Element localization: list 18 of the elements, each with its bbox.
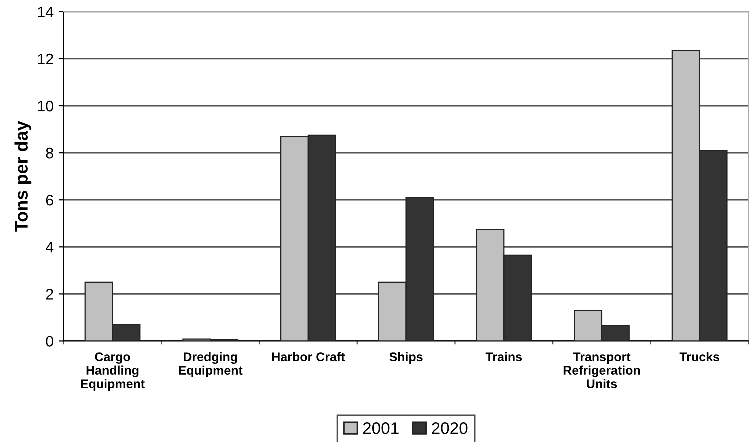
y-tick-label: 2 xyxy=(46,289,54,300)
x-tick-label: Trains xyxy=(486,352,522,362)
y-tick-label: 14 xyxy=(38,6,54,18)
y-tick-label: 10 xyxy=(38,100,54,112)
x-tick-label: Transport Refrigeration Units xyxy=(564,352,640,388)
legend-label: 2020 xyxy=(432,422,468,434)
x-tick-label: Cargo Handling Equipment xyxy=(81,352,145,391)
y-tick-label: 4 xyxy=(46,242,54,253)
legend-label: 2001 xyxy=(363,422,399,434)
y-tick-label: 6 xyxy=(46,194,54,206)
y-tick-label: 12 xyxy=(38,54,54,65)
y-tick-label: 8 xyxy=(46,148,54,159)
x-tick-label: Ships xyxy=(390,352,423,364)
x-tick-label: Trucks xyxy=(680,352,720,362)
x-tick-label: Dredging Equipment xyxy=(179,352,243,378)
x-tick-label: Harbor Craft xyxy=(272,352,346,362)
y-tick-label: 0 xyxy=(46,336,54,347)
y-axis-title: Tons per day xyxy=(14,121,32,232)
